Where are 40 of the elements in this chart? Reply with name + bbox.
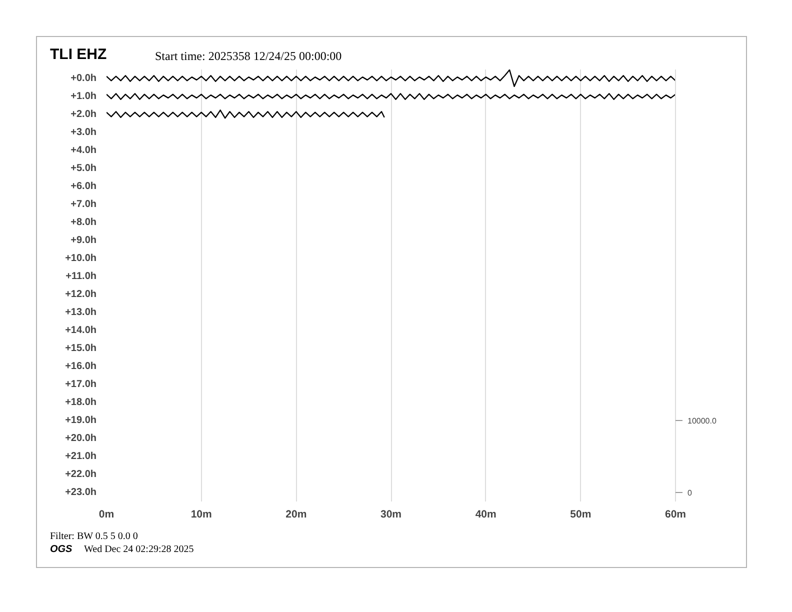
y2-tick-label: 0 (688, 488, 692, 498)
y-tick-label: +2.0h (70, 109, 97, 120)
y-tick-label: +0.0h (70, 73, 97, 84)
y-tick-label: +12.0h (65, 289, 97, 300)
y-tick-label: +5.0h (70, 163, 97, 174)
line-series (106, 70, 676, 88)
x-tick-label: 60m (664, 508, 686, 520)
x-tick-label: 30m (380, 508, 402, 520)
y-tick-label: +4.0h (70, 145, 97, 156)
line-series (106, 110, 385, 119)
y-tick-label: +14.0h (65, 325, 97, 336)
y-tick-label: +3.0h (70, 127, 97, 138)
x-tick-label: 40m (475, 508, 496, 520)
y2-tick-label: 10000.0 (688, 416, 717, 426)
x-tick-label: 0m (98, 508, 114, 520)
y-tick-label: +21.0h (65, 451, 97, 462)
y-tick-label: +11.0h (66, 271, 96, 282)
y-tick-label: +9.0h (70, 235, 97, 246)
y-tick-label: +10.0h (65, 253, 97, 264)
y-tick-label: +8.0h (70, 217, 97, 228)
chart-subtitle: Start time: 2025358 12/24/25 00:00:00 (155, 48, 342, 65)
y-tick-label: +19.0h (65, 415, 97, 426)
y-tick-label: +17.0h (65, 379, 97, 390)
text: OGS (50, 544, 72, 556)
y-tick-label: +15.0h (65, 343, 97, 354)
y-tick-label: +16.0h (65, 361, 97, 372)
y-tick-label: +22.0h (65, 469, 97, 480)
x-tick-label: 20m (286, 508, 307, 520)
x-tick-label: 50m (570, 508, 592, 520)
x-tick-label: 10m (190, 508, 212, 520)
text: Filter: BW 0.5 5 0.0 0 (50, 531, 138, 543)
y-tick-label: +7.0h (70, 199, 97, 210)
y-tick-label: +20.0h (65, 433, 97, 444)
y-tick-label: +23.0h (65, 487, 97, 498)
text: Wed Dec 24 02:29:28 2025 (84, 544, 194, 556)
y-tick-label: +1.0h (70, 91, 97, 102)
chart-title: TLI EHZ (50, 45, 107, 65)
y-tick-label: +6.0h (70, 181, 97, 192)
y-tick-label: +18.0h (65, 397, 97, 408)
y-tick-label: +13.0h (65, 307, 97, 318)
